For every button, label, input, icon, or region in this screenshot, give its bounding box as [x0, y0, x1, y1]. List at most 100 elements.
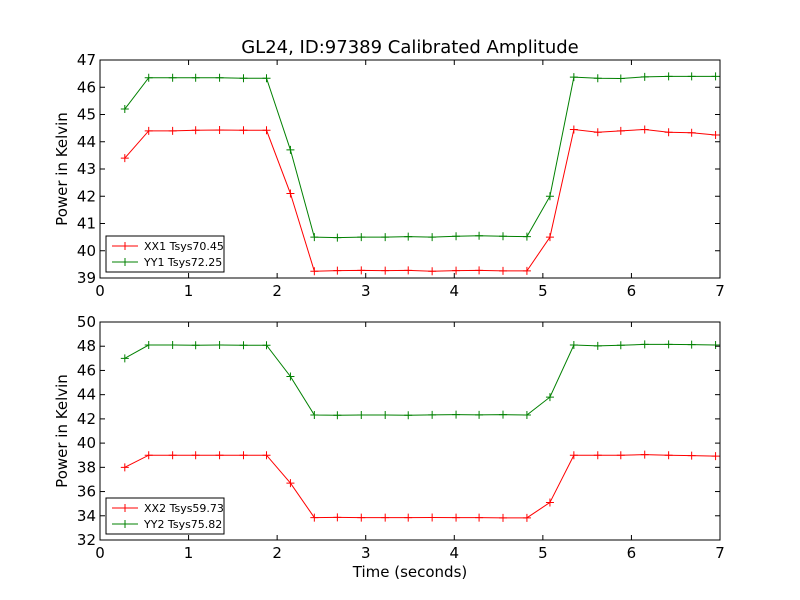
data-point — [215, 341, 224, 350]
data-point — [664, 340, 673, 349]
data-point — [428, 513, 437, 522]
y-tick-label: 40 — [77, 242, 96, 260]
data-point — [286, 145, 295, 154]
data-point — [545, 498, 554, 507]
data-point — [545, 233, 554, 242]
series-2-1 — [120, 450, 720, 522]
data-point — [381, 233, 390, 242]
y-tick-label: 46 — [77, 361, 96, 379]
data-point — [144, 126, 153, 135]
data-point — [452, 410, 461, 419]
data-point — [215, 126, 224, 135]
data-point — [640, 450, 649, 459]
data-point — [428, 233, 437, 242]
data-point — [687, 72, 696, 81]
data-point — [640, 72, 649, 81]
data-point — [191, 126, 200, 135]
legend-box — [105, 235, 225, 273]
data-point — [428, 267, 437, 276]
data-point — [499, 232, 507, 241]
chart-title: GL24, ID:97389 Calibrated Amplitude — [241, 37, 579, 58]
data-point — [711, 452, 720, 461]
data-point — [357, 233, 366, 242]
y-tick-label: 47 — [77, 51, 96, 69]
legend-marker — [121, 258, 129, 266]
data-point — [310, 233, 319, 242]
data-point — [191, 451, 200, 460]
data-point — [569, 73, 578, 82]
data-point — [191, 341, 200, 350]
y-tick-label: 41 — [77, 215, 96, 233]
data-point — [522, 411, 531, 420]
data-point — [239, 74, 248, 83]
data-point — [262, 126, 271, 135]
data-point — [404, 232, 413, 241]
data-point — [664, 128, 673, 137]
data-point — [333, 513, 342, 522]
legend-entry: XX2 Tsys59.73 — [144, 502, 224, 515]
x-tick-label: 0 — [95, 544, 105, 562]
data-point — [333, 233, 342, 242]
data-point — [168, 341, 177, 350]
data-point — [239, 341, 248, 350]
x-tick-label: 2 — [272, 544, 282, 562]
y-tick-label: 42 — [77, 187, 96, 205]
data-point — [475, 513, 484, 522]
legend-marker — [121, 242, 129, 250]
data-point — [687, 451, 696, 460]
data-point — [404, 266, 413, 275]
data-point — [120, 154, 129, 163]
x-tick-label: 6 — [627, 544, 637, 562]
series-line — [124, 75, 716, 239]
x-tick-label: 5 — [538, 544, 548, 562]
x-tick-label: 7 — [715, 282, 725, 300]
data-point — [711, 130, 720, 139]
x-tick-label: 0 — [95, 282, 105, 300]
x-tick-label: 1 — [184, 282, 194, 300]
y-tick-label: 44 — [77, 386, 96, 404]
data-point — [616, 126, 625, 135]
data-point — [168, 73, 177, 82]
data-point — [333, 266, 342, 275]
data-point — [404, 513, 413, 522]
data-point — [215, 73, 224, 82]
data-point — [144, 73, 153, 82]
data-point — [381, 266, 390, 275]
data-point — [262, 74, 271, 83]
data-point — [593, 451, 602, 460]
y-tick-label: 34 — [77, 507, 96, 525]
x-axis-label: Time (seconds) — [352, 563, 468, 581]
data-point — [593, 128, 602, 137]
data-point — [499, 410, 507, 419]
x-tick-label: 3 — [361, 282, 371, 300]
data-point — [522, 266, 531, 275]
y-tick-label: 42 — [77, 410, 96, 428]
legend: XX1 Tsys70.45 YY1 Tsys72.25 — [105, 235, 225, 273]
data-point — [286, 189, 295, 198]
legend-entry: YY2 Tsys75.82 — [143, 518, 222, 531]
y-tick-label: 38 — [77, 458, 96, 476]
data-point — [381, 513, 390, 522]
y-tick-label: 46 — [77, 78, 96, 96]
data-point — [239, 126, 248, 135]
data-point — [286, 479, 295, 488]
data-point — [593, 74, 602, 83]
x-tick-label: 5 — [538, 282, 548, 300]
data-point — [664, 72, 673, 81]
data-point — [640, 340, 649, 349]
series-1-2 — [120, 72, 720, 242]
data-point — [616, 341, 625, 350]
data-point — [239, 451, 248, 460]
y-tick-label: 32 — [77, 531, 96, 549]
data-point — [499, 266, 507, 275]
data-point — [286, 372, 295, 381]
y-tick-label: 44 — [77, 133, 96, 151]
data-point — [687, 340, 696, 349]
data-point — [357, 411, 366, 420]
data-point — [452, 513, 461, 522]
data-point — [616, 451, 625, 460]
data-point — [120, 354, 129, 363]
